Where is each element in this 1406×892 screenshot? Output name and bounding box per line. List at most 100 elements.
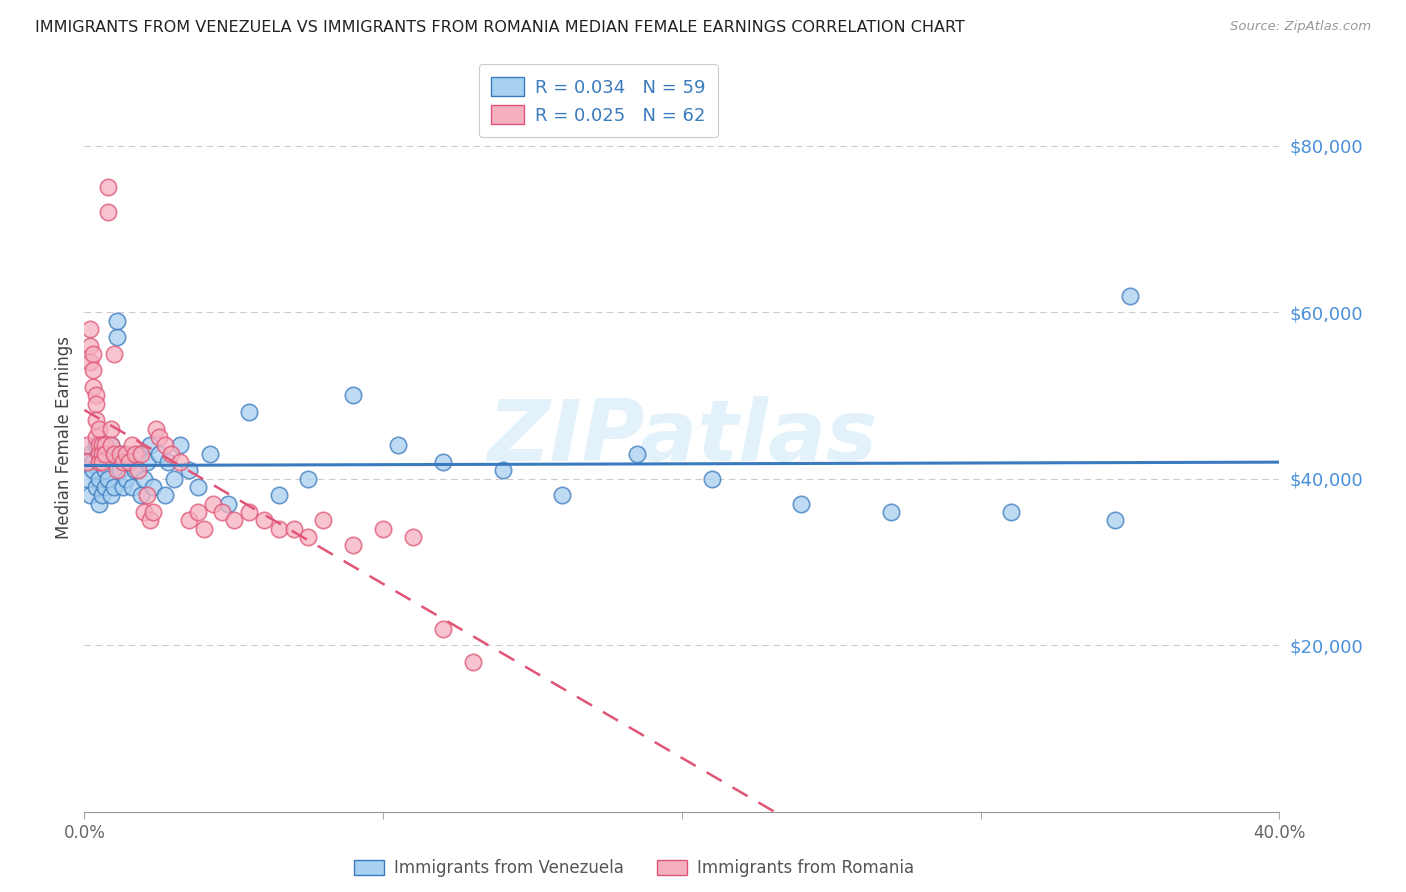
Point xyxy=(103,480,125,494)
Point xyxy=(86,438,108,452)
Point xyxy=(94,438,117,452)
Point xyxy=(139,513,162,527)
Point xyxy=(82,347,104,361)
Legend: Immigrants from Venezuela, Immigrants from Romania: Immigrants from Venezuela, Immigrants fr… xyxy=(346,851,922,886)
Point xyxy=(160,447,183,461)
Point xyxy=(118,455,141,469)
Point xyxy=(115,472,138,486)
Point xyxy=(110,447,132,461)
Point xyxy=(157,455,180,469)
Point xyxy=(79,338,101,352)
Point xyxy=(105,330,128,344)
Point xyxy=(86,430,108,444)
Point xyxy=(112,480,135,494)
Point xyxy=(124,447,146,461)
Point xyxy=(153,488,176,502)
Point xyxy=(97,447,120,461)
Point xyxy=(142,505,165,519)
Point xyxy=(148,430,170,444)
Point xyxy=(91,488,114,502)
Point xyxy=(86,397,108,411)
Point xyxy=(1104,513,1126,527)
Point xyxy=(139,438,162,452)
Point xyxy=(86,388,108,402)
Point xyxy=(112,455,135,469)
Text: ZIPatlas: ZIPatlas xyxy=(486,395,877,479)
Point xyxy=(187,505,209,519)
Point xyxy=(91,438,114,452)
Point xyxy=(91,447,114,461)
Point xyxy=(222,513,245,527)
Point xyxy=(700,472,723,486)
Point xyxy=(89,447,111,461)
Point xyxy=(193,522,215,536)
Point xyxy=(100,438,122,452)
Point xyxy=(283,522,305,536)
Point xyxy=(82,380,104,394)
Point xyxy=(198,447,221,461)
Point xyxy=(880,505,903,519)
Point xyxy=(267,488,290,502)
Point xyxy=(211,505,233,519)
Point xyxy=(86,480,108,494)
Point xyxy=(1119,288,1142,302)
Point xyxy=(626,447,648,461)
Point xyxy=(94,447,117,461)
Point xyxy=(253,513,276,527)
Point xyxy=(105,313,128,327)
Point xyxy=(89,438,111,452)
Point xyxy=(82,455,104,469)
Point xyxy=(132,505,156,519)
Point xyxy=(100,422,122,436)
Point xyxy=(79,447,101,461)
Point xyxy=(97,205,120,219)
Point xyxy=(129,447,152,461)
Point xyxy=(142,480,165,494)
Point xyxy=(100,488,122,502)
Point xyxy=(89,497,111,511)
Point xyxy=(76,438,98,452)
Point xyxy=(127,463,149,477)
Point xyxy=(103,447,125,461)
Point xyxy=(492,463,515,477)
Point xyxy=(86,413,108,427)
Point xyxy=(267,522,290,536)
Point xyxy=(163,472,186,486)
Point xyxy=(148,447,170,461)
Point xyxy=(238,505,260,519)
Point xyxy=(118,455,141,469)
Point xyxy=(121,438,143,452)
Point xyxy=(297,530,319,544)
Point xyxy=(91,455,114,469)
Point xyxy=(217,497,239,511)
Point xyxy=(79,322,101,336)
Point xyxy=(187,480,209,494)
Text: IMMIGRANTS FROM VENEZUELA VS IMMIGRANTS FROM ROMANIA MEDIAN FEMALE EARNINGS CORR: IMMIGRANTS FROM VENEZUELA VS IMMIGRANTS … xyxy=(35,20,965,35)
Point xyxy=(82,463,104,477)
Point xyxy=(177,463,200,477)
Point xyxy=(132,472,156,486)
Point xyxy=(94,463,117,477)
Point xyxy=(387,438,409,452)
Point xyxy=(89,422,111,436)
Point xyxy=(238,405,260,419)
Y-axis label: Median Female Earnings: Median Female Earnings xyxy=(55,335,73,539)
Point xyxy=(1000,505,1022,519)
Point xyxy=(76,455,98,469)
Point xyxy=(342,538,364,552)
Point xyxy=(136,488,159,502)
Point xyxy=(110,463,132,477)
Point xyxy=(373,522,395,536)
Point xyxy=(112,447,135,461)
Point xyxy=(169,455,191,469)
Point xyxy=(136,455,159,469)
Point xyxy=(103,347,125,361)
Point xyxy=(312,513,335,527)
Point xyxy=(790,497,813,511)
Point xyxy=(177,513,200,527)
Text: Source: ZipAtlas.com: Source: ZipAtlas.com xyxy=(1230,20,1371,33)
Point xyxy=(201,497,224,511)
Point xyxy=(121,480,143,494)
Point xyxy=(89,455,111,469)
Point xyxy=(103,455,125,469)
